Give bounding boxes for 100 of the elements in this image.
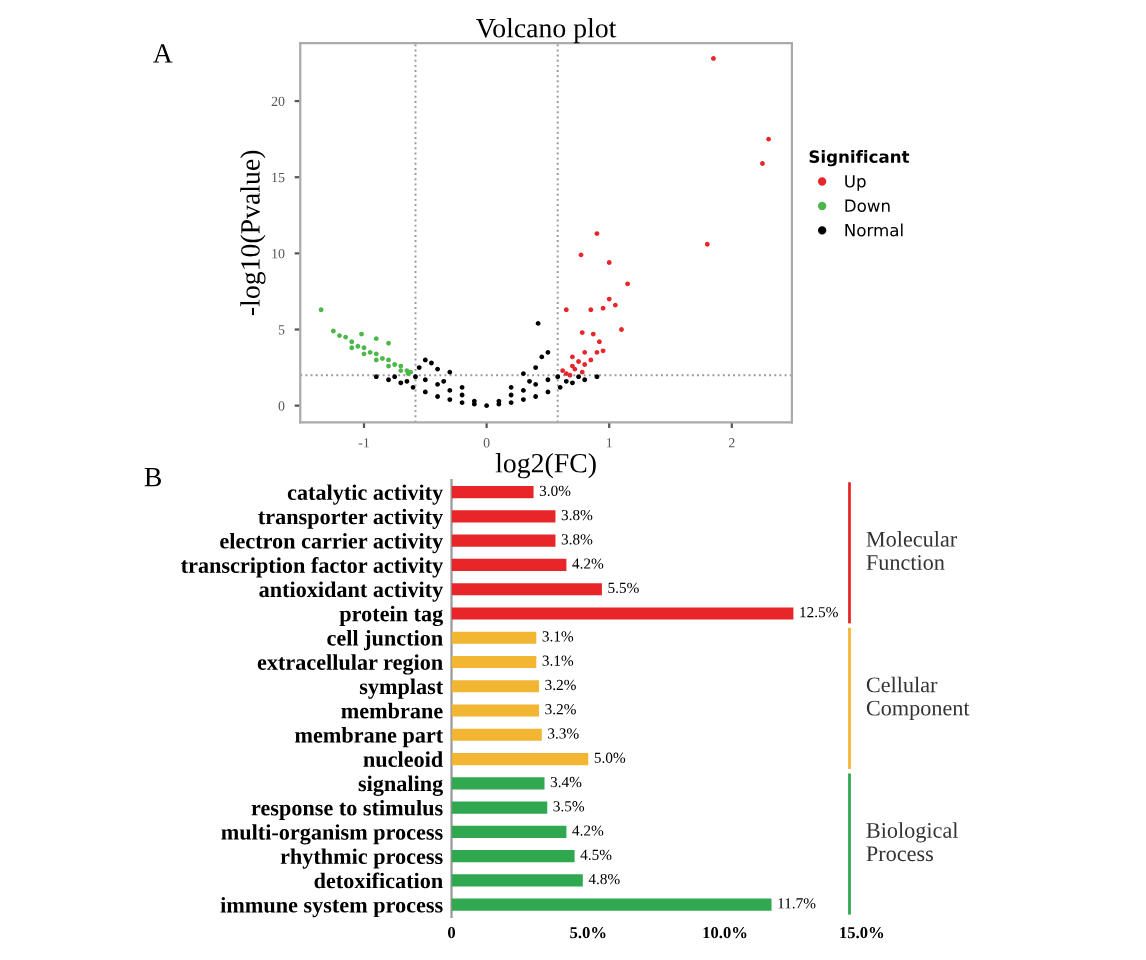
legend-title: Significant <box>809 150 910 167</box>
point <box>704 241 710 247</box>
point <box>373 351 379 357</box>
point <box>508 384 514 390</box>
y-tick-label: rhythmic process <box>280 848 443 869</box>
point <box>349 345 355 351</box>
bar <box>451 874 583 887</box>
point <box>594 374 600 380</box>
chart-title: Volcano plot <box>476 18 617 44</box>
point <box>555 374 561 380</box>
y-tick-label: membrane <box>341 702 443 719</box>
point <box>539 354 545 360</box>
point <box>367 349 373 355</box>
legend-label: Normal <box>845 223 903 237</box>
point <box>330 328 336 334</box>
bar <box>451 534 556 547</box>
y-tick-label: signaling <box>358 775 443 796</box>
y-tick-label: electron carrier activity <box>220 532 443 554</box>
x-tick-label: 10.0% <box>703 927 747 939</box>
point <box>355 343 361 349</box>
text: B <box>144 467 161 487</box>
y-tick-label: membrane part <box>295 727 444 748</box>
point <box>612 302 618 308</box>
x-tick-label: 0 <box>447 927 456 939</box>
bar <box>451 607 794 620</box>
bar <box>451 631 537 644</box>
bar <box>451 753 589 766</box>
y-tick-label: antioxidant activity <box>259 581 443 602</box>
x-tick-label: 5.0% <box>570 927 606 939</box>
bar <box>451 680 540 693</box>
point <box>349 339 355 345</box>
point <box>545 377 551 383</box>
bar <box>451 850 575 863</box>
point <box>588 357 594 363</box>
y-tick-label: nucleoid <box>363 751 443 768</box>
point <box>563 378 569 384</box>
bar <box>451 777 545 790</box>
text: A <box>153 44 173 63</box>
point <box>422 357 428 363</box>
point <box>447 369 453 375</box>
point <box>459 384 465 390</box>
y-tick-label: extracellular region <box>257 654 443 675</box>
point <box>373 336 379 342</box>
y-tick-label: immune system process <box>220 896 443 918</box>
y-tick-label: cell junction <box>327 630 443 651</box>
point <box>398 368 404 374</box>
x-axis-title: log2(FC) <box>495 453 596 479</box>
bar <box>451 655 537 669</box>
bar <box>451 728 542 741</box>
point <box>404 378 410 384</box>
text: Biological Process <box>866 822 959 862</box>
text: Molecular Function <box>866 531 958 570</box>
y-tick-label: protein tag <box>339 605 443 627</box>
y-tick-label: response to stimulus <box>251 799 443 821</box>
point <box>422 389 428 395</box>
point <box>520 371 526 377</box>
point <box>579 369 585 375</box>
legend-label: Down <box>845 199 890 213</box>
point <box>600 348 606 354</box>
point <box>590 331 596 337</box>
point <box>557 384 563 390</box>
point <box>373 374 379 380</box>
bar <box>451 510 556 523</box>
text: Cellular Component <box>866 676 970 721</box>
point <box>545 349 551 355</box>
point <box>343 334 349 340</box>
bar <box>451 801 548 814</box>
point <box>441 378 447 384</box>
point <box>594 349 600 355</box>
point <box>422 377 428 383</box>
legend-label: Up <box>845 175 866 191</box>
y-tick-label: symplast <box>359 678 444 699</box>
point <box>318 307 324 313</box>
x-tick-label: 15.0% <box>840 927 884 939</box>
bar <box>451 898 772 911</box>
point <box>533 381 539 387</box>
point <box>588 307 594 313</box>
point <box>508 400 514 406</box>
point <box>398 363 404 369</box>
point <box>582 377 588 383</box>
point <box>398 380 404 386</box>
bar <box>451 825 567 838</box>
y-tick-label: detoxification <box>314 872 443 889</box>
point <box>373 357 379 363</box>
bar <box>451 558 567 571</box>
y-axis-title: -log10(Pvalue) <box>240 150 266 316</box>
point <box>582 349 588 355</box>
point <box>625 281 631 287</box>
y-tick-label: catalytic activity <box>287 484 443 505</box>
bar <box>451 486 534 499</box>
bar <box>451 583 602 596</box>
point <box>361 345 367 351</box>
y-tick-label: transcription factor activity <box>181 557 443 578</box>
y-tick-label: transporter activity <box>258 508 443 529</box>
point <box>484 403 490 409</box>
point <box>596 339 602 345</box>
point <box>606 296 612 302</box>
point <box>392 374 398 380</box>
point <box>563 307 569 313</box>
point <box>560 368 566 374</box>
